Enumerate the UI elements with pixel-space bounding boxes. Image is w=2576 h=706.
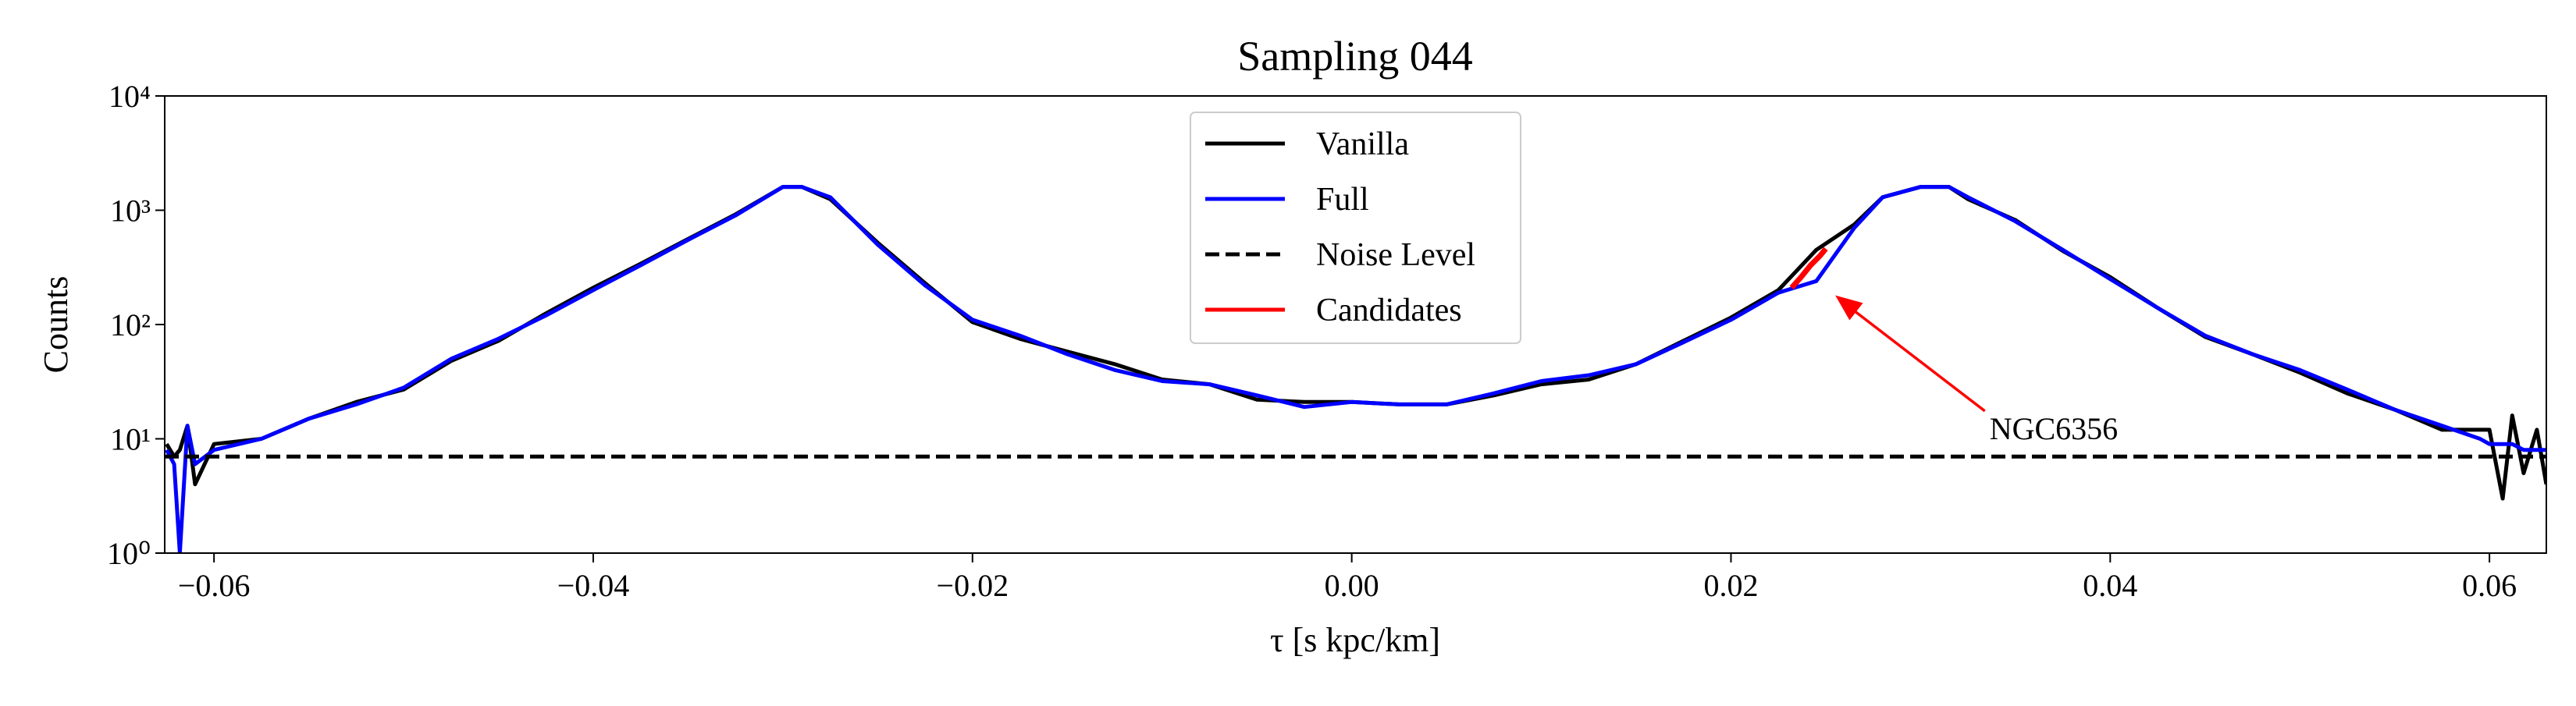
x-tick-label: −0.04 — [557, 568, 630, 603]
series-line — [165, 185, 2546, 553]
x-tick-label: −0.02 — [937, 568, 1009, 603]
x-tick-label: −0.06 — [178, 568, 251, 603]
annotation-arrowhead — [1835, 295, 1863, 321]
x-tick-label: 0.02 — [1703, 568, 1758, 603]
y-tick-label: 10¹ — [110, 422, 151, 457]
x-axis-label: τ [s kpc/km] — [1270, 621, 1440, 659]
chart-title: Sampling 044 — [1237, 33, 1473, 80]
x-tick-label: 0.00 — [1325, 568, 1379, 603]
y-axis-label: Counts — [37, 276, 75, 374]
x-tick-label: 0.04 — [2083, 568, 2137, 603]
legend-label: Candidates — [1316, 293, 1462, 328]
y-tick-label: 10⁰ — [107, 536, 151, 571]
y-tick-label: 10² — [110, 307, 151, 342]
x-tick-label: 0.06 — [2462, 568, 2517, 603]
annotation-text: NGC6356 — [1990, 411, 2118, 446]
legend-label: Full — [1316, 182, 1369, 218]
legend-box — [1190, 112, 1521, 344]
annotation-arrow — [1852, 308, 1986, 413]
y-tick-label: 10³ — [110, 193, 151, 229]
legend-label: Vanilla — [1316, 126, 1409, 162]
legend-label: Noise Level — [1316, 237, 1475, 273]
series-line — [1789, 247, 1828, 290]
y-tick-label: 10⁴ — [109, 79, 151, 114]
plot-frame — [164, 95, 2547, 554]
